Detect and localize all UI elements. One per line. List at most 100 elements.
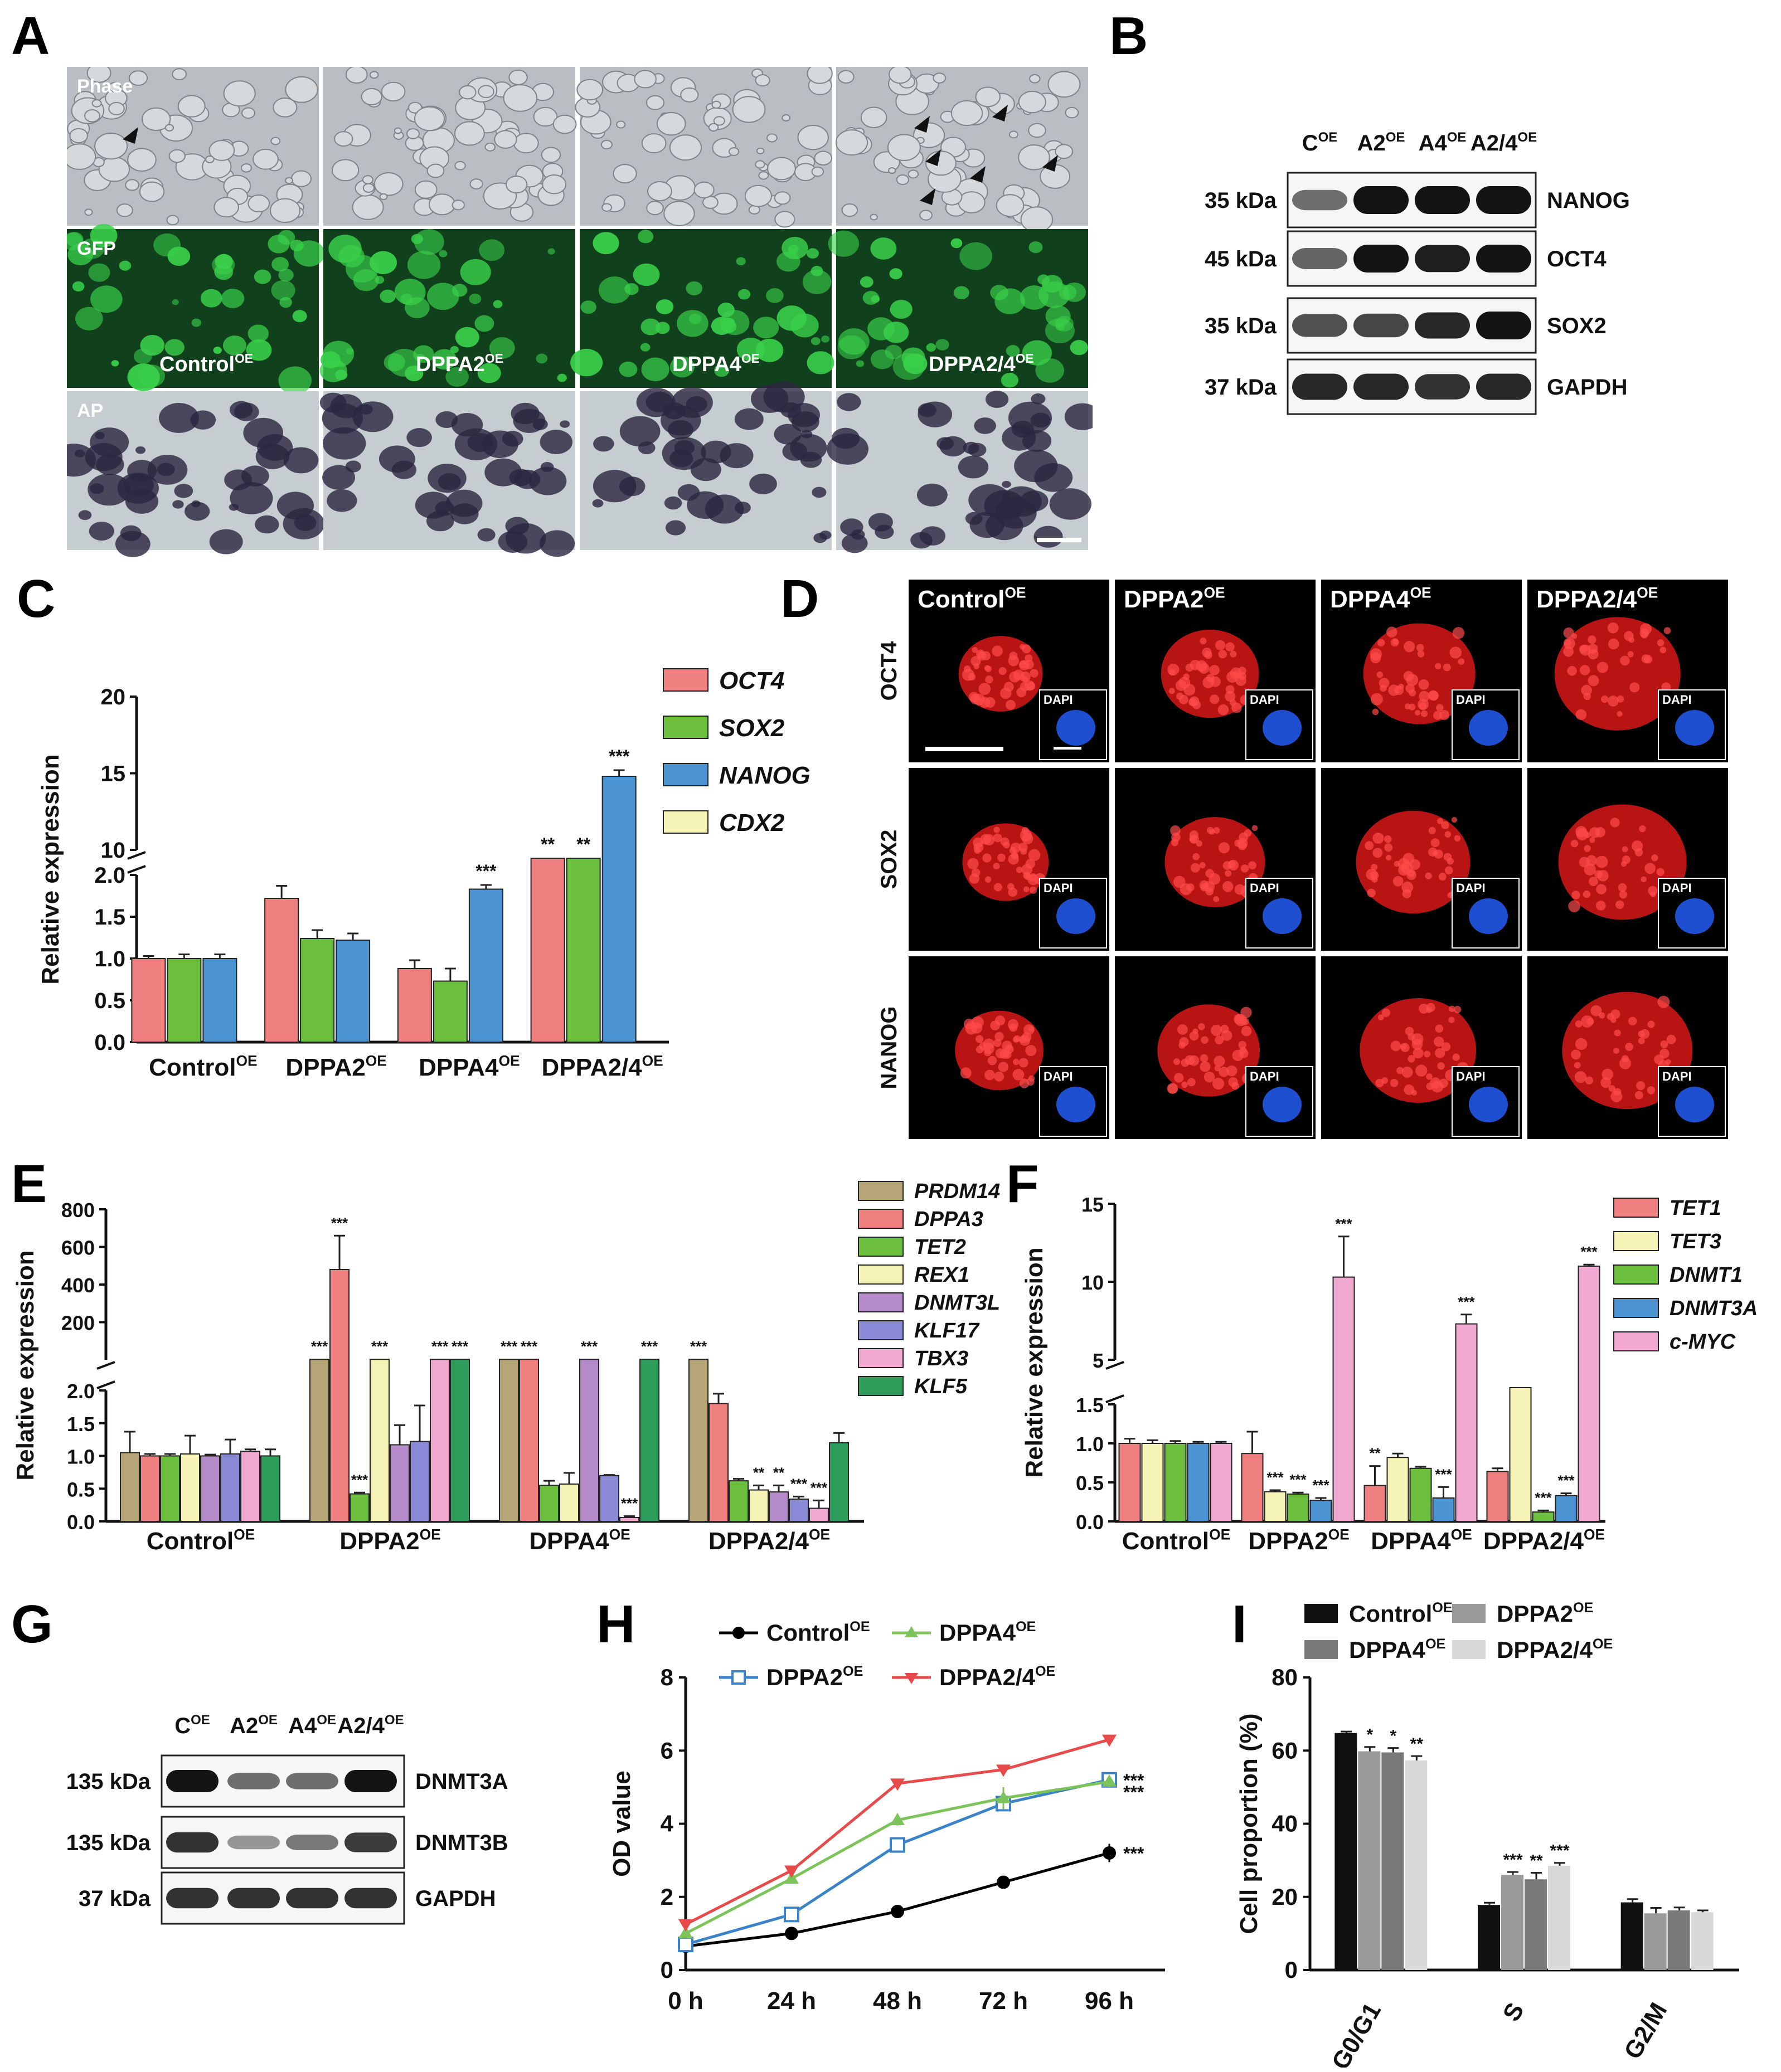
- gfp-colony: [278, 268, 294, 282]
- colony: [139, 181, 165, 202]
- panel-letter-i: I: [1232, 1594, 1247, 1654]
- bar: [1486, 1471, 1509, 1523]
- legend-label: PRDM14: [914, 1180, 1000, 1203]
- nucleus: [1581, 684, 1593, 696]
- gfp-colony: [172, 299, 179, 305]
- gfp-colony: [439, 250, 448, 257]
- significance-mark: **: [541, 834, 555, 854]
- y-tick-label: 1.5: [94, 905, 125, 930]
- nucleus: [1435, 663, 1442, 670]
- nucleus: [1384, 843, 1393, 852]
- nucleus: [1003, 842, 1010, 849]
- gfp-colony: [119, 260, 132, 271]
- nucleus: [975, 1035, 984, 1043]
- colony: [807, 67, 833, 84]
- nucleus: [1002, 1040, 1013, 1052]
- nucleus: [1448, 1005, 1455, 1013]
- nucleus: [1443, 853, 1452, 861]
- nucleus: [1209, 873, 1221, 885]
- nucleus: [972, 647, 978, 653]
- nucleus: [982, 853, 992, 863]
- nucleus: [1025, 654, 1033, 663]
- bar: [519, 1359, 539, 1522]
- panel-letter-f: F: [1006, 1154, 1039, 1214]
- colony: [248, 194, 270, 213]
- bar: [410, 1441, 430, 1522]
- bar: [160, 1455, 180, 1522]
- bar: [619, 1516, 639, 1523]
- bar: [1141, 1443, 1164, 1522]
- ap-colony: [1034, 463, 1073, 492]
- colony: [542, 174, 567, 194]
- colony: [67, 143, 96, 170]
- nucleus: [1404, 641, 1415, 653]
- dapi-stain: [1263, 898, 1302, 934]
- gfp-colony: [387, 348, 421, 377]
- colony: [975, 86, 1001, 108]
- nucleus: [1210, 1024, 1222, 1037]
- dapi-stain: [1469, 1087, 1508, 1122]
- bar: [1509, 1387, 1532, 1522]
- nucleus: [1644, 863, 1656, 874]
- nucleus: [1008, 854, 1019, 865]
- ap-colony: [985, 390, 1009, 408]
- nucleus: [1204, 651, 1212, 659]
- bar: [390, 1444, 410, 1522]
- y-tick-label: 15: [1081, 1193, 1104, 1216]
- colony: [647, 181, 672, 202]
- nucleus: [1647, 1086, 1656, 1095]
- nucleus: [1408, 1055, 1415, 1063]
- colony: [454, 160, 466, 171]
- nucleus: [1022, 676, 1028, 683]
- blot-band: [344, 1888, 397, 1909]
- gfp-colony: [536, 353, 548, 364]
- inset-label: DAPI: [1250, 881, 1279, 895]
- bar: [1287, 1494, 1309, 1522]
- gfp-colony: [493, 300, 503, 308]
- nucleus: [1666, 1034, 1676, 1044]
- colony: [177, 95, 206, 118]
- x-tick-label: 0 h: [668, 1987, 703, 2015]
- blot-band: [166, 1832, 219, 1853]
- colony: [1055, 144, 1074, 159]
- nucleus: [1185, 663, 1194, 672]
- nucleus: [1620, 655, 1630, 666]
- significance-mark: ***: [581, 1338, 598, 1355]
- nucleus: [1225, 870, 1232, 877]
- nucleus: [993, 833, 1002, 843]
- nucleus: [1660, 1040, 1668, 1048]
- ap-colony: [283, 447, 319, 474]
- ap-colony: [539, 530, 575, 557]
- x-tick-label: 96 h: [1085, 1987, 1134, 2015]
- nucleus: [1628, 1016, 1637, 1026]
- nucleus: [1574, 1062, 1581, 1069]
- dapi-stain: [1469, 710, 1508, 746]
- bar: [120, 1452, 140, 1522]
- gfp-colony: [407, 251, 441, 279]
- legend-swatch: [858, 1181, 904, 1201]
- nucleus: [1636, 1081, 1646, 1091]
- gfp-colony: [1028, 241, 1043, 254]
- nucleus: [1659, 1048, 1670, 1059]
- gfp-colony: [278, 230, 295, 245]
- gfp-colony: [557, 373, 567, 382]
- colony: [919, 210, 933, 221]
- colony: [950, 100, 983, 127]
- nucleus: [1451, 816, 1458, 823]
- nucleus: [1413, 1048, 1424, 1059]
- dapi-stain: [1056, 898, 1095, 934]
- ap-colony: [532, 419, 548, 430]
- legend-label: DPPA2/4OE: [1497, 1636, 1613, 1663]
- nucleus: [1025, 1045, 1037, 1057]
- colony: [533, 106, 558, 127]
- legend-label: SOX2: [719, 714, 785, 742]
- column-label: ControlOE: [918, 584, 1026, 613]
- nucleus: [1420, 710, 1428, 717]
- y-tick-label: 0.0: [67, 1511, 95, 1534]
- colony: [669, 134, 702, 161]
- significance-mark: *: [1366, 1726, 1373, 1744]
- nucleus: [1225, 691, 1236, 702]
- nucleus: [1419, 690, 1430, 702]
- nucleus: [1596, 662, 1609, 673]
- lane-label: A4OE: [1419, 130, 1467, 155]
